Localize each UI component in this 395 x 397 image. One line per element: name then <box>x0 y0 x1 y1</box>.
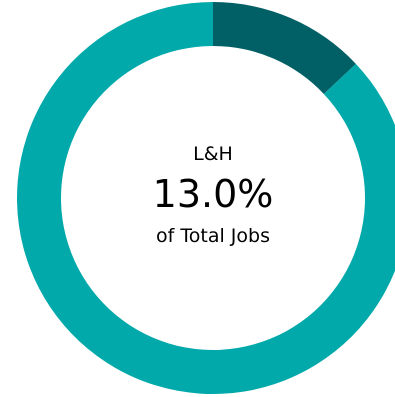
center-percentage-value: 13.0% <box>152 172 274 216</box>
donut-slice-l-h <box>213 2 356 94</box>
center-subtitle: of Total Jobs <box>156 225 270 247</box>
center-category-label: L&H <box>193 143 233 165</box>
